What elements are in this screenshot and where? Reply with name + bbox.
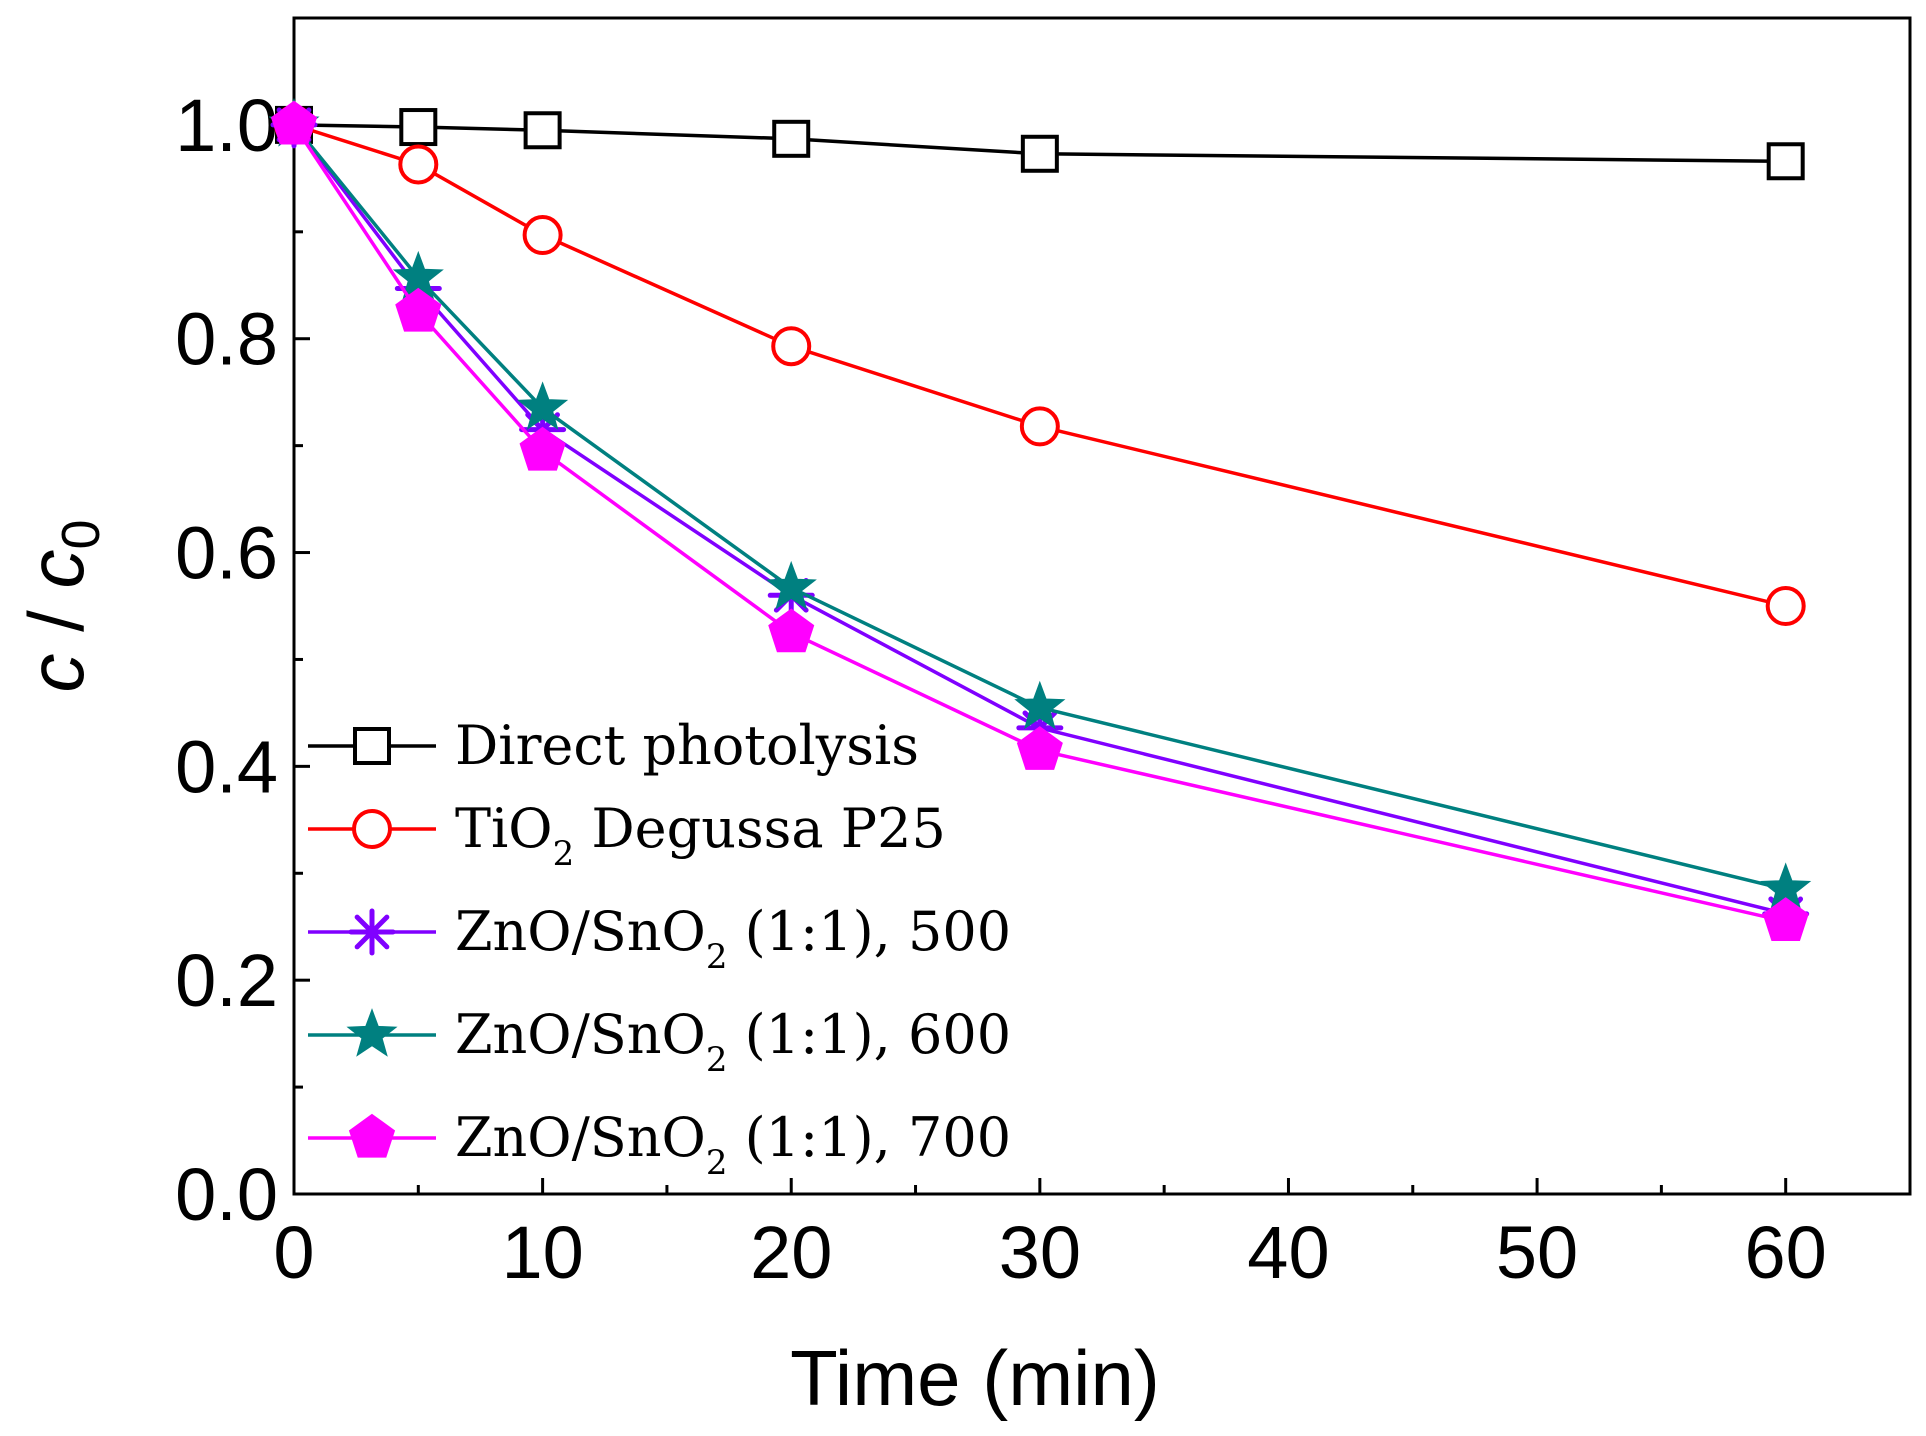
marker-pentagon [768, 608, 815, 653]
marker-asterisk-stroke [354, 914, 390, 950]
marker-pentagon [348, 1113, 396, 1158]
marker-star [517, 381, 569, 430]
legend-item: ZnO/SnO2 (1:1), 500 [308, 900, 1011, 977]
data-point [1019, 406, 1060, 447]
x-tick-label: 10 [501, 1211, 583, 1294]
marker-pentagon [519, 426, 566, 471]
data-point [771, 326, 812, 367]
data-point [522, 215, 563, 256]
data-point [270, 100, 318, 145]
data-point [1016, 726, 1063, 770]
legend-label-main: ZnO/SnO [455, 1003, 706, 1066]
y-axis-title: c / c0 [12, 519, 111, 692]
x-tick-label: 40 [1247, 1211, 1329, 1294]
data-point [395, 287, 442, 332]
marker-circle [1765, 586, 1806, 626]
data-point [768, 608, 815, 653]
marker-circle [522, 215, 563, 256]
marker-star [765, 560, 817, 610]
data-point [772, 119, 811, 158]
y-tick-label: 1.0 [175, 84, 278, 167]
legend-label-sub: 2 [706, 937, 728, 977]
y-axis-title-sub: 0 [51, 519, 111, 549]
marker-pentagon [395, 287, 442, 332]
legend-label: ZnO/SnO2 (1:1), 500 [455, 900, 1011, 977]
series-2 [274, 104, 1806, 626]
series-layer [268, 98, 1812, 941]
legend-label: TiO2 Degussa P25 [455, 797, 946, 874]
legend-label-rest: Degussa P25 [574, 797, 946, 860]
legend-item: ZnO/SnO2 (1:1), 600 [308, 1003, 1011, 1080]
x-tick-label: 0 [273, 1211, 314, 1294]
x-tick-label: 60 [1745, 1211, 1827, 1294]
data-point [398, 144, 439, 185]
series-4 [268, 98, 1812, 912]
data-point [765, 560, 817, 610]
series-line [292, 123, 1787, 924]
legend-label-rest: (1:1), 700 [727, 1106, 1011, 1169]
data-point [1765, 586, 1806, 626]
marker-circle [352, 809, 392, 849]
legend-item: ZnO/SnO2 (1:1), 700 [308, 1106, 1011, 1183]
y-axis-title-c: c [12, 654, 100, 693]
legend-label-main: ZnO/SnO [455, 1106, 706, 1169]
data-point [1762, 897, 1809, 941]
y-tick-label: 0.8 [175, 298, 278, 381]
data-point [523, 111, 562, 150]
series-line [293, 123, 1786, 164]
y-tick-label: 0.4 [175, 725, 278, 808]
series-line [292, 123, 1787, 916]
marker-pentagon [270, 100, 318, 145]
marker-star [346, 1008, 398, 1057]
data-point [1014, 680, 1066, 730]
legend-label-main: ZnO/SnO [455, 900, 706, 963]
plot-frame [292, 16, 1912, 1196]
marker-pentagon [1762, 897, 1809, 941]
marker-square [772, 119, 811, 158]
series-1 [275, 105, 1805, 181]
marker-star [1014, 680, 1066, 730]
marker-square [523, 111, 562, 150]
legend-label: ZnO/SnO2 (1:1), 700 [455, 1106, 1011, 1183]
legend-label-sub: 2 [706, 1143, 728, 1183]
x-tick-label: 30 [999, 1211, 1081, 1294]
marker-circle [1019, 406, 1060, 447]
marker-circle [771, 326, 812, 367]
y-tick-label: 0.0 [175, 1153, 278, 1236]
marker-square [399, 108, 438, 147]
legend-label-rest: (1:1), 500 [727, 900, 1011, 963]
x-tick-label: 50 [1496, 1211, 1578, 1294]
series-5 [270, 100, 1809, 941]
y-axis-title-sep: / [12, 589, 100, 654]
y-tick-label: 0.6 [175, 512, 278, 595]
legend-label: Direct photolysis [455, 714, 919, 777]
data-point [519, 426, 566, 471]
marker-square [353, 727, 391, 765]
data-point [1020, 134, 1059, 173]
marker-square [1766, 142, 1805, 181]
legend-item: TiO2 Degussa P25 [308, 797, 946, 874]
legend-label: ZnO/SnO2 (1:1), 600 [455, 1003, 1011, 1080]
y-axis-title-c0: c [12, 550, 100, 589]
legend-item: Direct photolysis [308, 714, 919, 777]
x-axis-title: Time (min) [790, 1334, 1160, 1422]
series-line [292, 123, 1787, 892]
marker-circle [398, 144, 439, 185]
data-point [1766, 142, 1805, 181]
series-line [293, 123, 1787, 608]
data-point [517, 381, 569, 430]
legend-label-sub: 2 [553, 834, 575, 874]
marker-square [1020, 134, 1059, 173]
data-point [399, 108, 438, 147]
legend-label-sub: 2 [706, 1040, 728, 1080]
y-tick-label: 0.2 [175, 939, 278, 1022]
x-tick-label: 20 [750, 1211, 832, 1294]
legend-label-main: TiO [455, 797, 553, 860]
marker-pentagon [1016, 726, 1063, 770]
legend-label-rest: (1:1), 600 [727, 1003, 1011, 1066]
axis-ticks: 0 10 20 30 40 50 60 0.0 0.2 0.4 0.6 0.8 1.0 [175, 16, 1827, 1294]
